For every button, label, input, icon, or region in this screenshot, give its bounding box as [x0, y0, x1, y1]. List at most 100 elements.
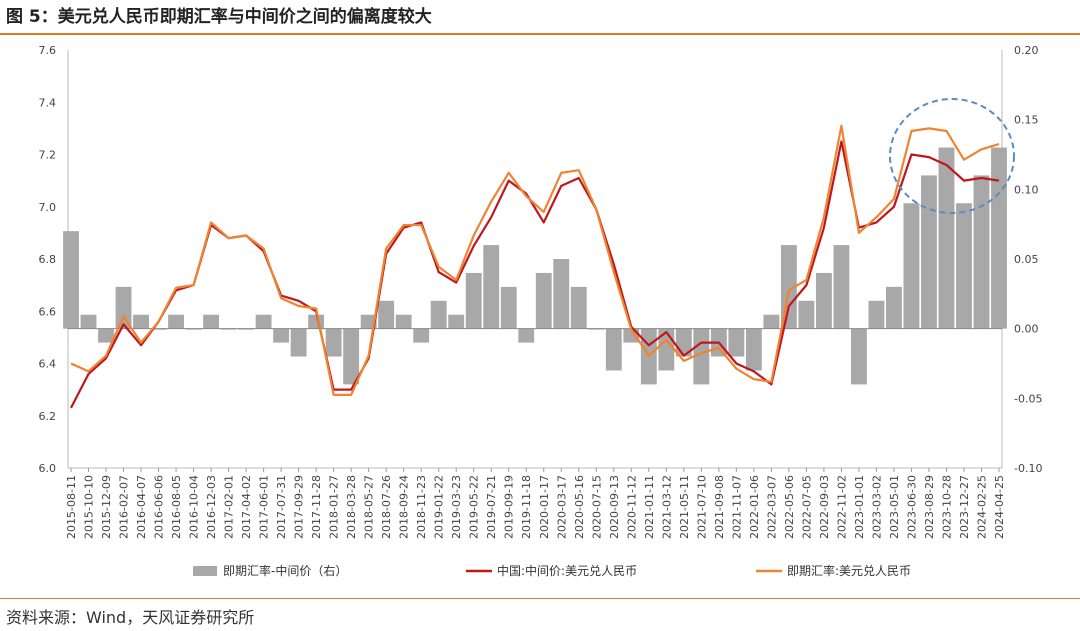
spread-bar: [921, 175, 937, 329]
left-y-tick-label: 7.6: [39, 44, 57, 57]
x-tick-label: 2016-10-04: [188, 475, 201, 539]
spread-bar: [886, 286, 902, 329]
x-tick-label: 2020-07-15: [590, 475, 603, 539]
right-y-ticks: 0.20 0.15 0.10 0.05 0.00 -0.05 -0.10: [1014, 44, 1042, 475]
rate-lines: [70, 124, 1000, 409]
x-tick-label: 2022-01-06: [748, 475, 761, 539]
x-tick-label: 2018-05-27: [363, 475, 376, 539]
spread-bar: [833, 245, 850, 329]
x-tick-label: 2018-09-24: [398, 475, 411, 539]
x-tick-label: 2018-03-28: [345, 475, 358, 539]
spread-bar: [938, 147, 955, 329]
legend-swatch-bars: [193, 566, 217, 576]
x-tick-label: 2024-04-25: [993, 475, 1006, 539]
x-tick-label: 2017-02-01: [223, 475, 236, 539]
x-tick-label: 2023-10-28: [940, 475, 953, 539]
right-y-tick-label: 0.00: [1014, 323, 1039, 336]
spread-bar: [378, 300, 395, 329]
x-tick-label: 2018-07-26: [380, 475, 393, 539]
spread-bar: [956, 203, 972, 329]
left-y-tick-label: 6.6: [39, 305, 57, 318]
right-y-tick-label: -0.05: [1014, 392, 1042, 405]
x-tick-label: 2016-04-07: [135, 475, 148, 539]
x-tick-label: 2023-01-01: [853, 475, 866, 539]
left-y-tick-label: 7.2: [39, 149, 57, 162]
spread-bar: [395, 314, 412, 329]
spread-bar: [798, 300, 815, 329]
spread-bar: [273, 328, 290, 343]
x-tick-label: 2024-02-25: [975, 475, 988, 539]
left-y-tick-label: 6.4: [39, 358, 57, 371]
x-tick-label: 2021-07-10: [695, 475, 708, 539]
spread-bar: [500, 286, 517, 329]
x-tick-label: 2021-09-08: [713, 475, 726, 539]
x-tick-label: 2019-11-18: [520, 475, 533, 539]
x-tick-label: 2022-07-05: [800, 475, 813, 539]
x-tick-label: 2015-10-10: [83, 475, 96, 539]
spread-bar: [745, 328, 762, 371]
x-tick-label: 2023-06-30: [905, 475, 918, 539]
title-divider: [0, 33, 1080, 35]
spread-bar: [903, 203, 920, 329]
x-tick-label: 2022-11-02: [835, 475, 848, 539]
spread-bar: [535, 272, 552, 329]
x-tick-label: 2021-03-12: [660, 475, 673, 539]
x-tick-label: 2018-01-27: [328, 475, 341, 539]
legend-label-mid: 中国:中间价:美元兑人民币: [497, 563, 637, 578]
spread-bars: [63, 147, 1007, 385]
spread-bar: [430, 300, 447, 329]
x-tick-label: 2017-07-31: [275, 475, 288, 539]
footer-divider: [0, 598, 1080, 599]
spread-bar: [815, 272, 832, 329]
x-tick-label: 2020-11-12: [625, 475, 638, 539]
x-tick-label: 2015-12-09: [100, 475, 113, 539]
legend-label-bars: 即期汇率-中间价（右）: [223, 563, 347, 578]
right-y-tick-label: -0.10: [1014, 462, 1042, 475]
left-y-tick-label: 6.8: [39, 253, 57, 266]
spread-bar: [465, 272, 482, 329]
legend: 即期汇率-中间价（右） 中国:中间价:美元兑人民币 即期汇率:美元兑人民币: [193, 563, 911, 578]
spread-bar: [991, 147, 1007, 329]
right-y-tick-label: 0.15: [1014, 114, 1039, 127]
x-tick-label: 2017-04-02: [240, 475, 253, 539]
spread-bar: [413, 328, 430, 343]
spot-rate-line: [70, 124, 1000, 396]
x-tick-label: 2020-09-13: [608, 475, 621, 539]
x-tick-label: 2020-03-17: [555, 475, 568, 539]
x-tick-label: 2016-12-03: [205, 475, 218, 539]
spread-bar: [518, 328, 535, 343]
x-tick-label: 2016-08-05: [170, 475, 183, 539]
spread-bar: [483, 245, 500, 329]
x-tick-label: 2023-05-01: [888, 475, 901, 539]
x-tick-label: 2018-11-23: [415, 475, 428, 539]
x-tick-label: 2015-08-11: [65, 475, 78, 539]
x-tick-label: 2019-05-22: [468, 475, 481, 539]
x-tick-label: 2016-02-07: [118, 475, 131, 539]
chart: 7.6 7.4 7.2 7.0 6.8 6.6 6.4 6.2 6.0 0.20 0.15 0.10…: [39, 44, 1043, 578]
spread-bar: [728, 328, 745, 357]
spread-bar: [308, 314, 325, 329]
left-y-ticks: 7.6 7.4 7.2 7.0 6.8 6.6 6.4 6.2 6.0: [39, 44, 57, 475]
x-ticks: 2015-08-11 2015-10-10 2015-12-09 2016-02-07…: [65, 468, 1006, 539]
highlight-circle: [889, 98, 1015, 214]
x-tick-label: 2022-09-03: [818, 475, 831, 539]
x-tick-label: 2022-03-07: [765, 475, 778, 539]
spread-bar: [448, 314, 465, 329]
x-tick-label: 2019-03-23: [450, 475, 463, 539]
spread-bar: [255, 314, 272, 329]
x-tick-label: 2019-07-21: [485, 475, 498, 539]
spread-bar: [553, 259, 570, 329]
x-tick-label: 2021-01-11: [643, 475, 656, 539]
x-tick-label: 2019-01-22: [433, 475, 446, 539]
spread-bar: [973, 175, 990, 329]
legend-label-spot: 即期汇率:美元兑人民币: [787, 563, 911, 578]
spread-bar: [203, 314, 220, 329]
spread-bar: [133, 314, 149, 329]
x-tick-label: 2023-08-29: [923, 475, 936, 539]
x-tick-label: 2023-03-02: [870, 475, 883, 539]
spread-bar: [290, 328, 307, 357]
x-tick-label: 2017-09-29: [293, 475, 306, 539]
spread-bar: [63, 231, 79, 329]
source-note: 资料来源：Wind，天风证券研究所: [6, 608, 255, 627]
spread-bar: [325, 328, 342, 357]
